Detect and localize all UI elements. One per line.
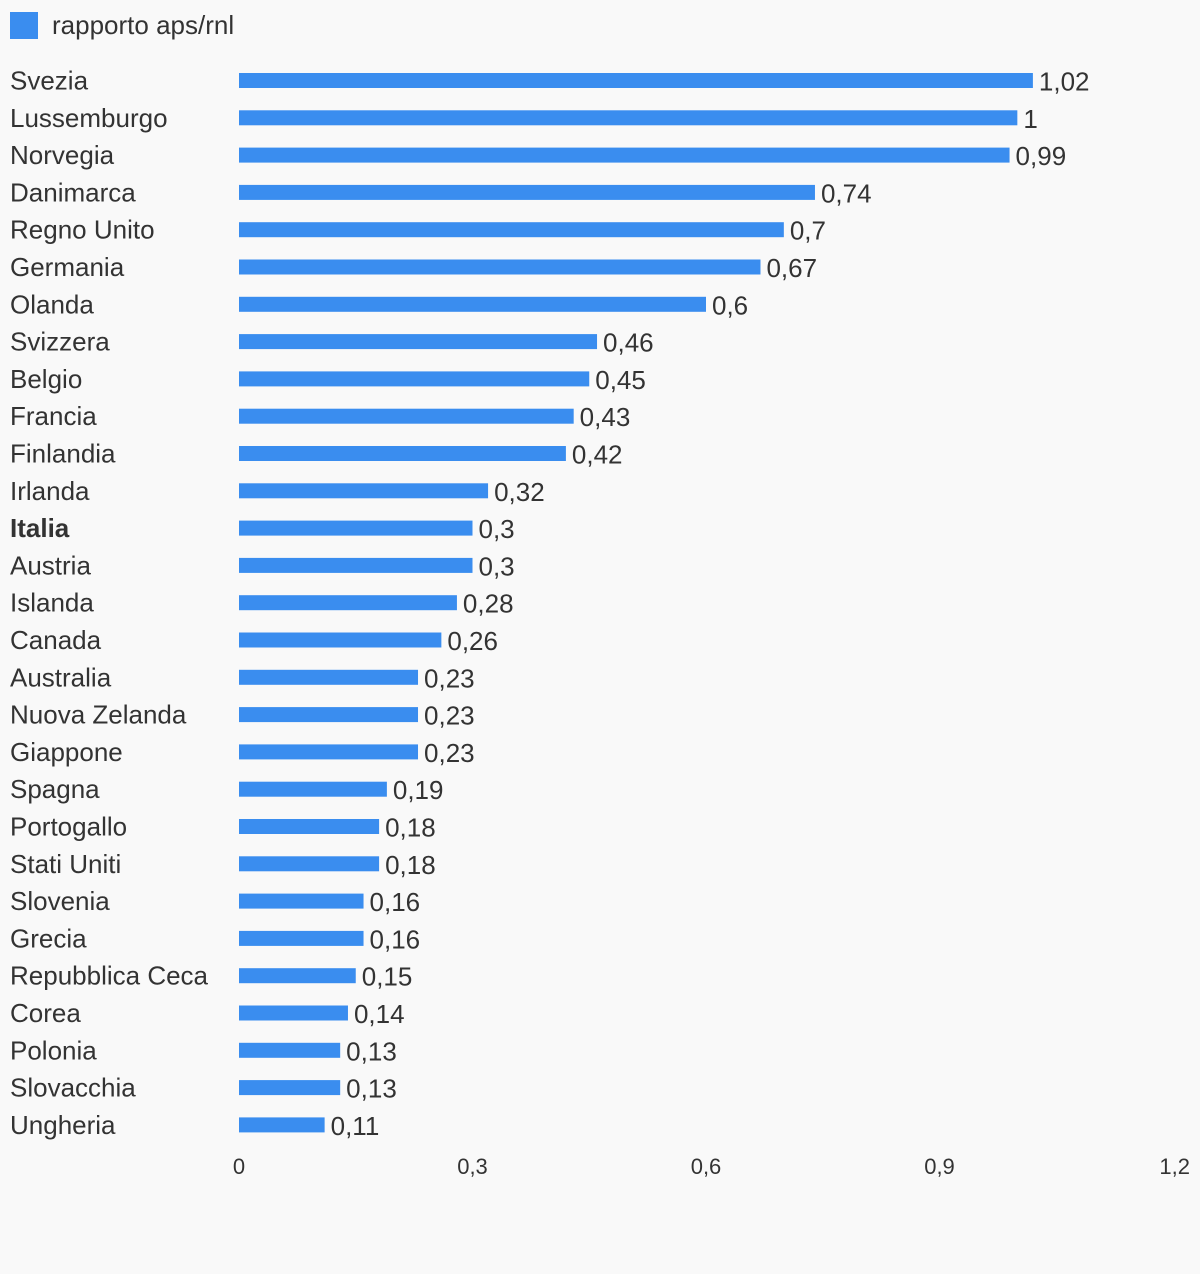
bar [239,222,784,238]
bar [239,968,356,984]
data-label: 0,32 [494,477,545,507]
bar [239,893,364,909]
data-label: 0,45 [595,365,646,395]
bar [239,1005,348,1021]
bar [239,520,473,536]
x-tick-label: 0,9 [924,1154,955,1179]
category-label: Grecia [10,923,87,953]
data-label: 0,19 [393,775,444,805]
bar [239,483,489,499]
data-label: 0,3 [479,551,515,581]
category-label: Giappone [10,737,123,767]
bar [239,1080,341,1096]
category-label: Islanda [10,588,94,618]
data-label: 0,28 [463,589,514,619]
data-label: 0,13 [346,1036,397,1066]
data-label: 0,43 [580,402,631,432]
category-label: Corea [10,998,81,1028]
category-label: Belgio [10,364,82,394]
data-label: 1 [1023,104,1037,134]
category-label: Ungheria [10,1110,116,1140]
category-label: Olanda [10,289,94,319]
data-label: 0,23 [424,663,475,693]
x-tick-label: 0 [233,1154,245,1179]
data-label: 1,02 [1039,67,1090,97]
x-tick-label: 1,2 [1159,1154,1190,1179]
bar [239,73,1033,88]
category-label: Francia [10,401,97,431]
data-label: 0,23 [424,701,475,731]
category-label: Canada [10,625,102,655]
bar [239,930,364,946]
legend: rapporto aps/rnl [10,10,234,40]
bar [239,557,473,573]
x-tick-label: 0,3 [457,1154,488,1179]
bar [239,744,419,760]
category-label: Nuova Zelanda [10,700,187,730]
data-label: 0,74 [821,178,872,208]
bar [239,1042,341,1058]
bar [239,1117,325,1133]
bar [239,147,1010,163]
bar [239,781,387,797]
category-label: Svezia [10,66,89,96]
category-label: Svizzera [10,327,110,357]
legend-swatch [10,11,38,39]
data-label: 0,16 [370,887,421,917]
category-label: Regno Unito [10,215,155,245]
data-label: 0,11 [331,1111,380,1141]
category-label: Australia [10,662,112,692]
data-label: 0,18 [385,813,436,843]
legend-label: rapporto aps/rnl [52,9,235,40]
bar [239,408,574,424]
category-label: Danimarca [10,177,136,207]
data-label: 0,23 [424,738,475,768]
data-label: 0,3 [479,514,515,544]
category-label: Slovenia [10,886,110,916]
bar [239,446,566,461]
category-label: Repubblica Ceca [10,961,209,991]
data-label: 0,26 [447,626,498,656]
bar [239,707,419,723]
data-label: 0,99 [1016,141,1067,171]
bar [239,595,457,611]
category-label: Slovacchia [10,1073,136,1103]
bar [239,296,706,312]
category-label: Irlanda [10,476,90,506]
bar [239,819,380,834]
category-label: Italia [10,513,70,543]
bar [239,669,419,685]
data-label: 0,15 [362,962,413,992]
data-label: 0,42 [572,440,623,470]
category-label: Germania [10,252,125,282]
category-label: Lussemburgo [10,103,168,133]
data-label: 0,7 [790,216,826,246]
bar [239,334,598,350]
bar [239,259,761,275]
category-label: Spagna [10,774,100,804]
data-label: 0,46 [603,328,654,358]
data-label: 0,14 [354,999,405,1029]
bar [239,856,380,872]
x-tick-label: 0,6 [691,1154,722,1179]
data-label: 0,18 [385,850,436,880]
bar [239,632,442,648]
bar [239,184,815,200]
bar [239,110,1018,126]
bar [239,371,590,387]
category-label: Stati Uniti [10,849,121,879]
category-label: Austria [10,550,91,580]
category-label: Finlandia [10,439,116,469]
data-label: 0,67 [766,253,817,283]
data-label: 0,13 [346,1074,397,1104]
category-label: Portogallo [10,812,127,842]
data-label: 0,16 [370,924,421,954]
category-label: Norvegia [10,140,115,170]
data-label: 0,6 [712,290,748,320]
category-label: Polonia [10,1035,97,1065]
